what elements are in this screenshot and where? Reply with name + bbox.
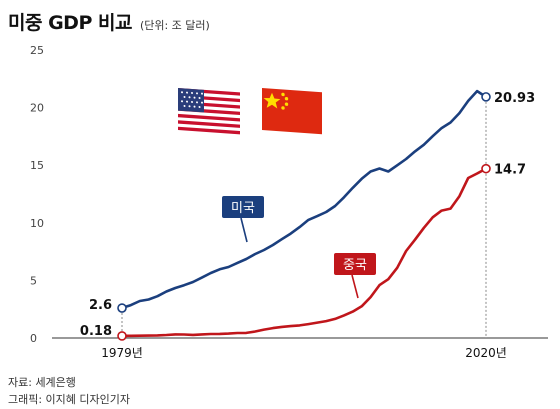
usa-start-value: 2.6: [89, 298, 112, 313]
chart-title: 미중 GDP 비교: [8, 12, 132, 34]
china-end-value: 14.7: [494, 163, 526, 178]
usa-end-value: 20.93: [494, 91, 535, 106]
x-tick-label: 1979년: [101, 346, 143, 360]
china-gdp-line: [120, 167, 488, 338]
china-series-label-pointer: [351, 274, 359, 299]
usa-flag-icon: [178, 88, 240, 135]
title-row: 미중 GDP 비교 (단위: 조 달러): [8, 8, 210, 35]
y-tick-label: 20: [30, 102, 44, 115]
usa-end-point: [481, 92, 491, 102]
usa-start-point: [117, 303, 127, 313]
y-tick-label: 15: [30, 159, 44, 172]
china-start-value: 0.18: [80, 324, 112, 339]
y-tick-label: 5: [30, 274, 37, 287]
usa-series-label-pointer: [240, 217, 248, 243]
y-tick-label: 0: [30, 332, 37, 345]
china-start-point: [117, 331, 127, 341]
usa-gdp-line: [120, 89, 488, 310]
axis-layer: 0 5 10 15 20 25 1979년 2020년: [30, 44, 548, 360]
series-layer: [117, 89, 491, 341]
china-end-point: [481, 163, 491, 174]
china-series-label-box: [334, 253, 376, 275]
x-tick-label: 2020년: [465, 346, 507, 360]
china-series-label-text: 중국: [343, 258, 367, 273]
china-series-label: 중국: [334, 253, 376, 299]
china-flag-icon: [262, 88, 322, 135]
credit-note: 그래픽: 이지혜 디자인기자: [8, 393, 131, 406]
usa-series-label-box: [222, 196, 264, 218]
usa-series-label-text: 미국: [231, 201, 255, 216]
y-tick-label: 10: [30, 217, 44, 230]
unit-label: (단위: 조 달러): [139, 19, 210, 32]
usa-series-label: 미국: [222, 196, 264, 243]
source-note: 자료: 세계은행: [8, 376, 76, 389]
y-tick-label: 25: [30, 44, 44, 57]
